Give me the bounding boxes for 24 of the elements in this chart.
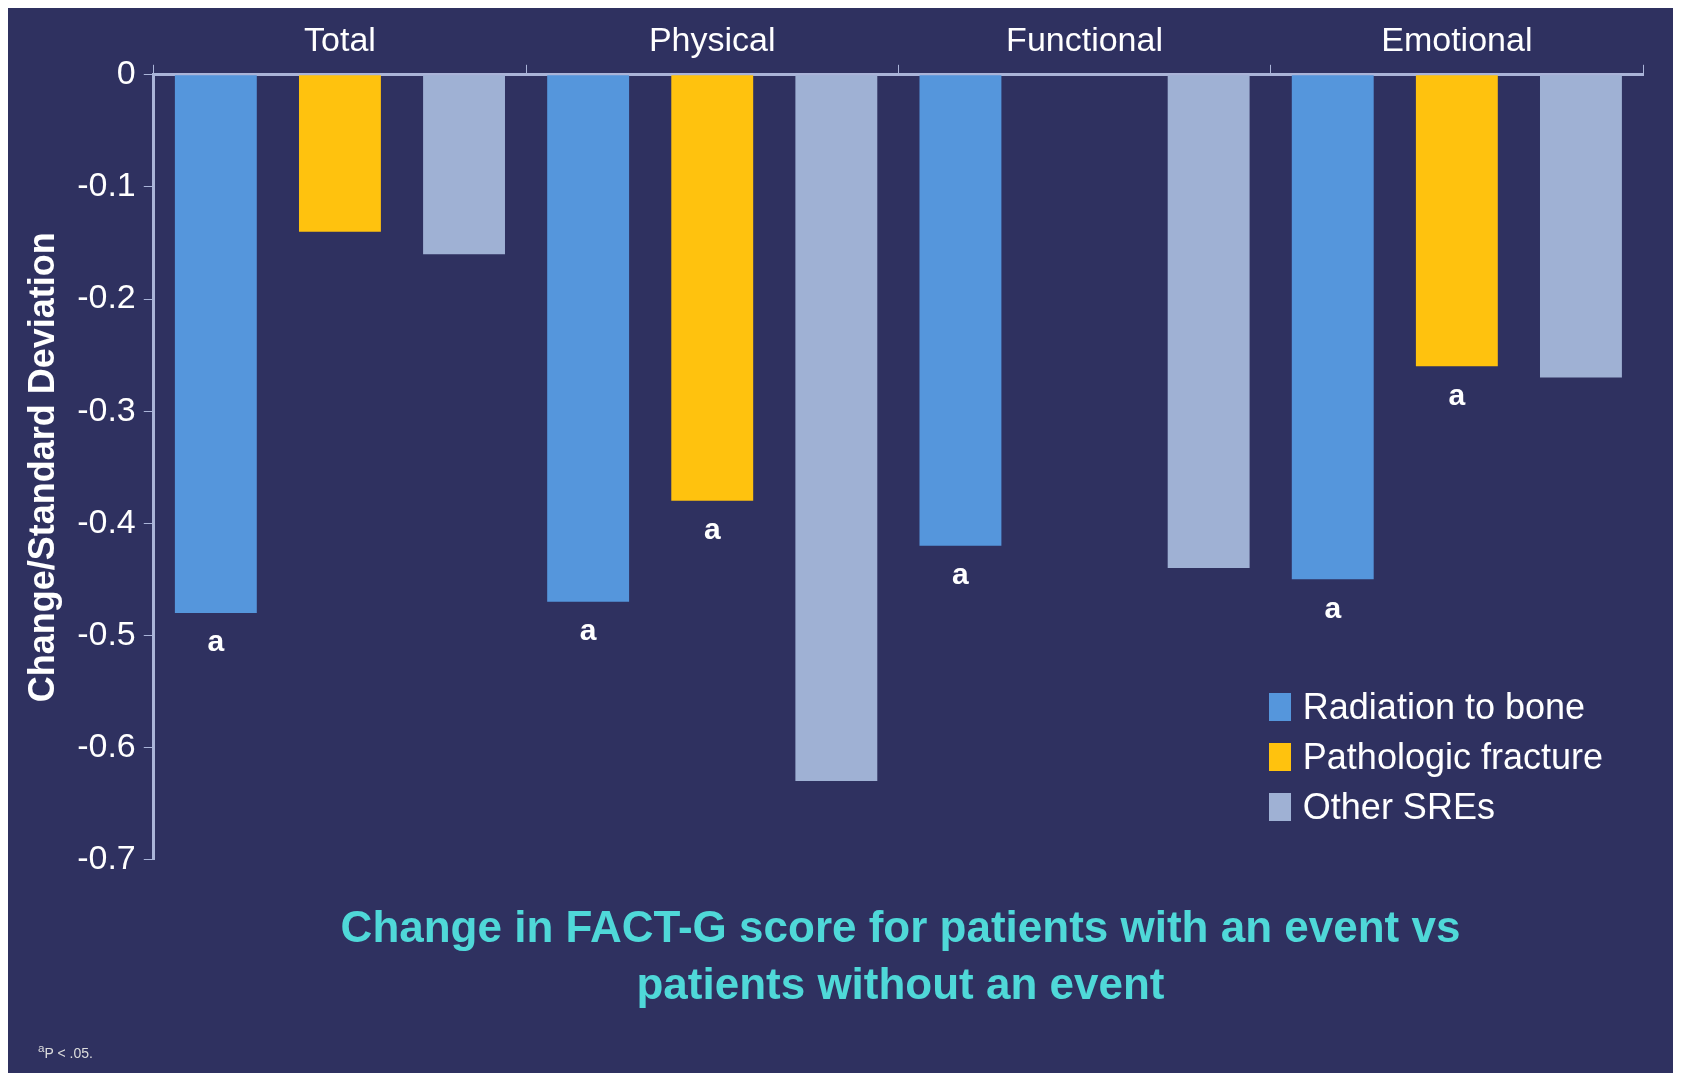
y-tick-label: -0.7	[77, 837, 136, 876]
x-tick-label: Total	[304, 19, 376, 58]
y-tick-label: -0.3	[77, 389, 136, 428]
text: $^{a}$P < .05.	[38, 1041, 93, 1061]
data-label: a	[1448, 377, 1466, 411]
data-label: a	[952, 556, 970, 590]
text: Change in FACT-G score for patients with an event vs patients without an event	[339, 901, 1462, 1011]
y-tick-label: -0.5	[77, 613, 136, 652]
y-tick-label: -0.4	[77, 501, 136, 540]
data-label: a	[579, 613, 597, 646]
y-tick-label: -0.6	[77, 725, 136, 764]
data-label: a	[1324, 590, 1342, 624]
legend-label: Pathologic fracture	[1302, 736, 1603, 778]
y-tick-label: -0.1	[77, 165, 136, 204]
legend-label: Other SREs	[1302, 786, 1495, 828]
x-tick-label: Functional	[1006, 19, 1163, 58]
data-label: a	[207, 624, 225, 658]
x-tick-label: Emotional	[1381, 19, 1533, 58]
y-axis-title: Change/Standard Deviation	[20, 232, 62, 703]
x-tick-label: Physical	[648, 19, 776, 58]
legend-label: Radiation to bone	[1302, 686, 1586, 728]
y-tick-label: -0.2	[77, 277, 136, 316]
y-tick-label: 0	[116, 53, 136, 92]
data-label: a	[703, 512, 721, 546]
